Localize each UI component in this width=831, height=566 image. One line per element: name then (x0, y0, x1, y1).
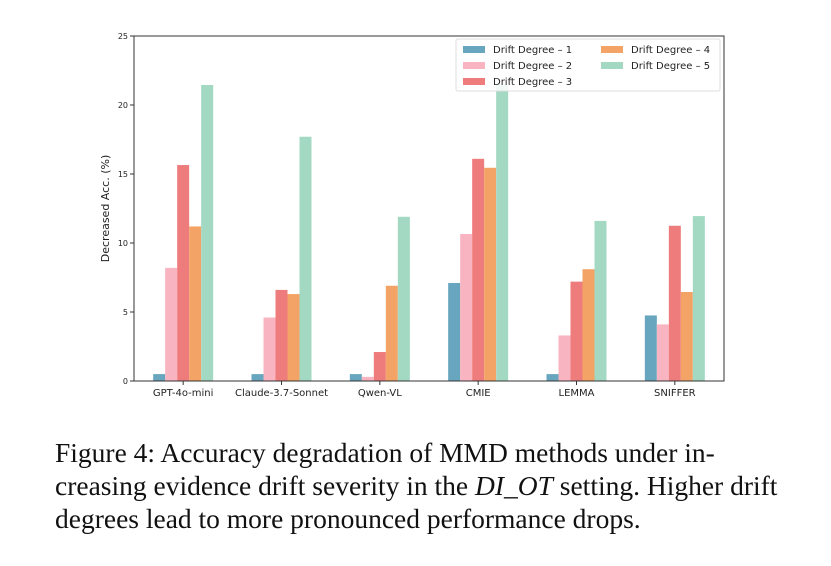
x-tick-label: SNIFFER (654, 388, 696, 399)
bar-claude-3-7-sonnet-degree-4 (287, 294, 300, 381)
legend: Drift Degree – 1 Drift Degree – 2 Drift De… (455, 38, 721, 92)
y-tick-label: 15 (118, 170, 128, 179)
bar-claude-3-7-sonnet-degree-5 (299, 136, 312, 381)
bar-sniffer-degree-5 (692, 216, 705, 381)
figure-caption: Figure 4: Accuracy degradation of MMD me… (55, 436, 785, 535)
legend-label: Drift Degree – 3 (493, 77, 572, 88)
bar-gpt-4o-mini-degree-1 (153, 374, 166, 381)
bar-qwen-vl-degree-3 (373, 352, 386, 381)
y-tick-label: 25 (118, 32, 128, 41)
y-tick-label: 5 (123, 308, 128, 317)
bar-lemma-degree-5 (594, 220, 607, 381)
bar-gpt-4o-mini-degree-3 (177, 165, 190, 381)
bars-group (153, 84, 705, 382)
x-tick-label: Qwen-VL (358, 388, 402, 399)
bar-chart: 0 5 10 15 20 25 GPT-4o-mini Claude-3.7-Sonnet Q… (99, 32, 725, 399)
bar-qwen-vl-degree-5 (397, 216, 410, 381)
bar-qwen-vl-degree-1 (349, 374, 362, 381)
bar-claude-3-7-sonnet-degree-1 (251, 374, 264, 381)
y-axis: 0 5 10 15 20 25 (118, 32, 134, 386)
x-tick-label: GPT-4o-mini (153, 388, 214, 399)
plot-frame (133, 35, 725, 382)
bar-sniffer-degree-2 (656, 324, 669, 381)
bar-claude-3-7-sonnet-degree-2 (263, 317, 276, 381)
bar-lemma-degree-1 (546, 374, 559, 381)
bar-claude-3-7-sonnet-degree-3 (275, 289, 288, 381)
bar-gpt-4o-mini-degree-4 (189, 226, 202, 381)
legend-label: Drift Degree – 2 (493, 61, 572, 72)
bar-lemma-degree-2 (558, 335, 571, 381)
y-tick-label: 0 (123, 377, 128, 386)
y-tick-label: 20 (118, 101, 128, 110)
bar-cmie-degree-3 (472, 158, 485, 381)
bar-cmie-degree-1 (448, 283, 461, 381)
bar-lemma-degree-4 (582, 269, 595, 381)
caption-italic: DI_OT (474, 470, 553, 501)
caption-suffix: setting. Higher drift degrees lead to mo… (55, 470, 778, 534)
bar-cmie-degree-5 (496, 84, 509, 382)
bar-gpt-4o-mini-degree-2 (165, 267, 178, 381)
bar-lemma-degree-3 (570, 281, 583, 381)
legend-label: Drift Degree – 5 (631, 61, 710, 72)
legend-label: Drift Degree – 1 (493, 45, 572, 56)
bar-qwen-vl-degree-4 (385, 285, 398, 381)
bar-sniffer-degree-3 (668, 225, 681, 381)
caption-prefix: Figure 4: Accuracy degradation of MMD me… (55, 437, 715, 501)
bar-qwen-vl-degree-2 (361, 376, 374, 381)
bar-gpt-4o-mini-degree-5 (201, 84, 214, 382)
x-tick-label: Claude-3.7-Sonnet (235, 388, 328, 399)
bar-cmie-degree-2 (460, 234, 473, 381)
x-tick-label: LEMMA (559, 388, 595, 399)
legend-swatch (601, 62, 623, 69)
y-tick-label: 10 (118, 239, 128, 248)
legend-box (455, 38, 721, 92)
legend-swatch (463, 78, 485, 85)
legend-swatch (601, 46, 623, 53)
y-axis-label: Decreased Acc. (%) (99, 155, 112, 263)
legend-swatch (463, 46, 485, 53)
bar-cmie-degree-4 (484, 167, 497, 381)
legend-label: Drift Degree – 4 (631, 45, 710, 56)
x-axis: GPT-4o-mini Claude-3.7-Sonnet Qwen-VL CMIE L… (153, 381, 696, 399)
x-tick-label: CMIE (466, 388, 491, 399)
bar-sniffer-degree-1 (644, 315, 657, 381)
legend-swatch (463, 62, 485, 69)
bar-sniffer-degree-4 (680, 291, 693, 381)
